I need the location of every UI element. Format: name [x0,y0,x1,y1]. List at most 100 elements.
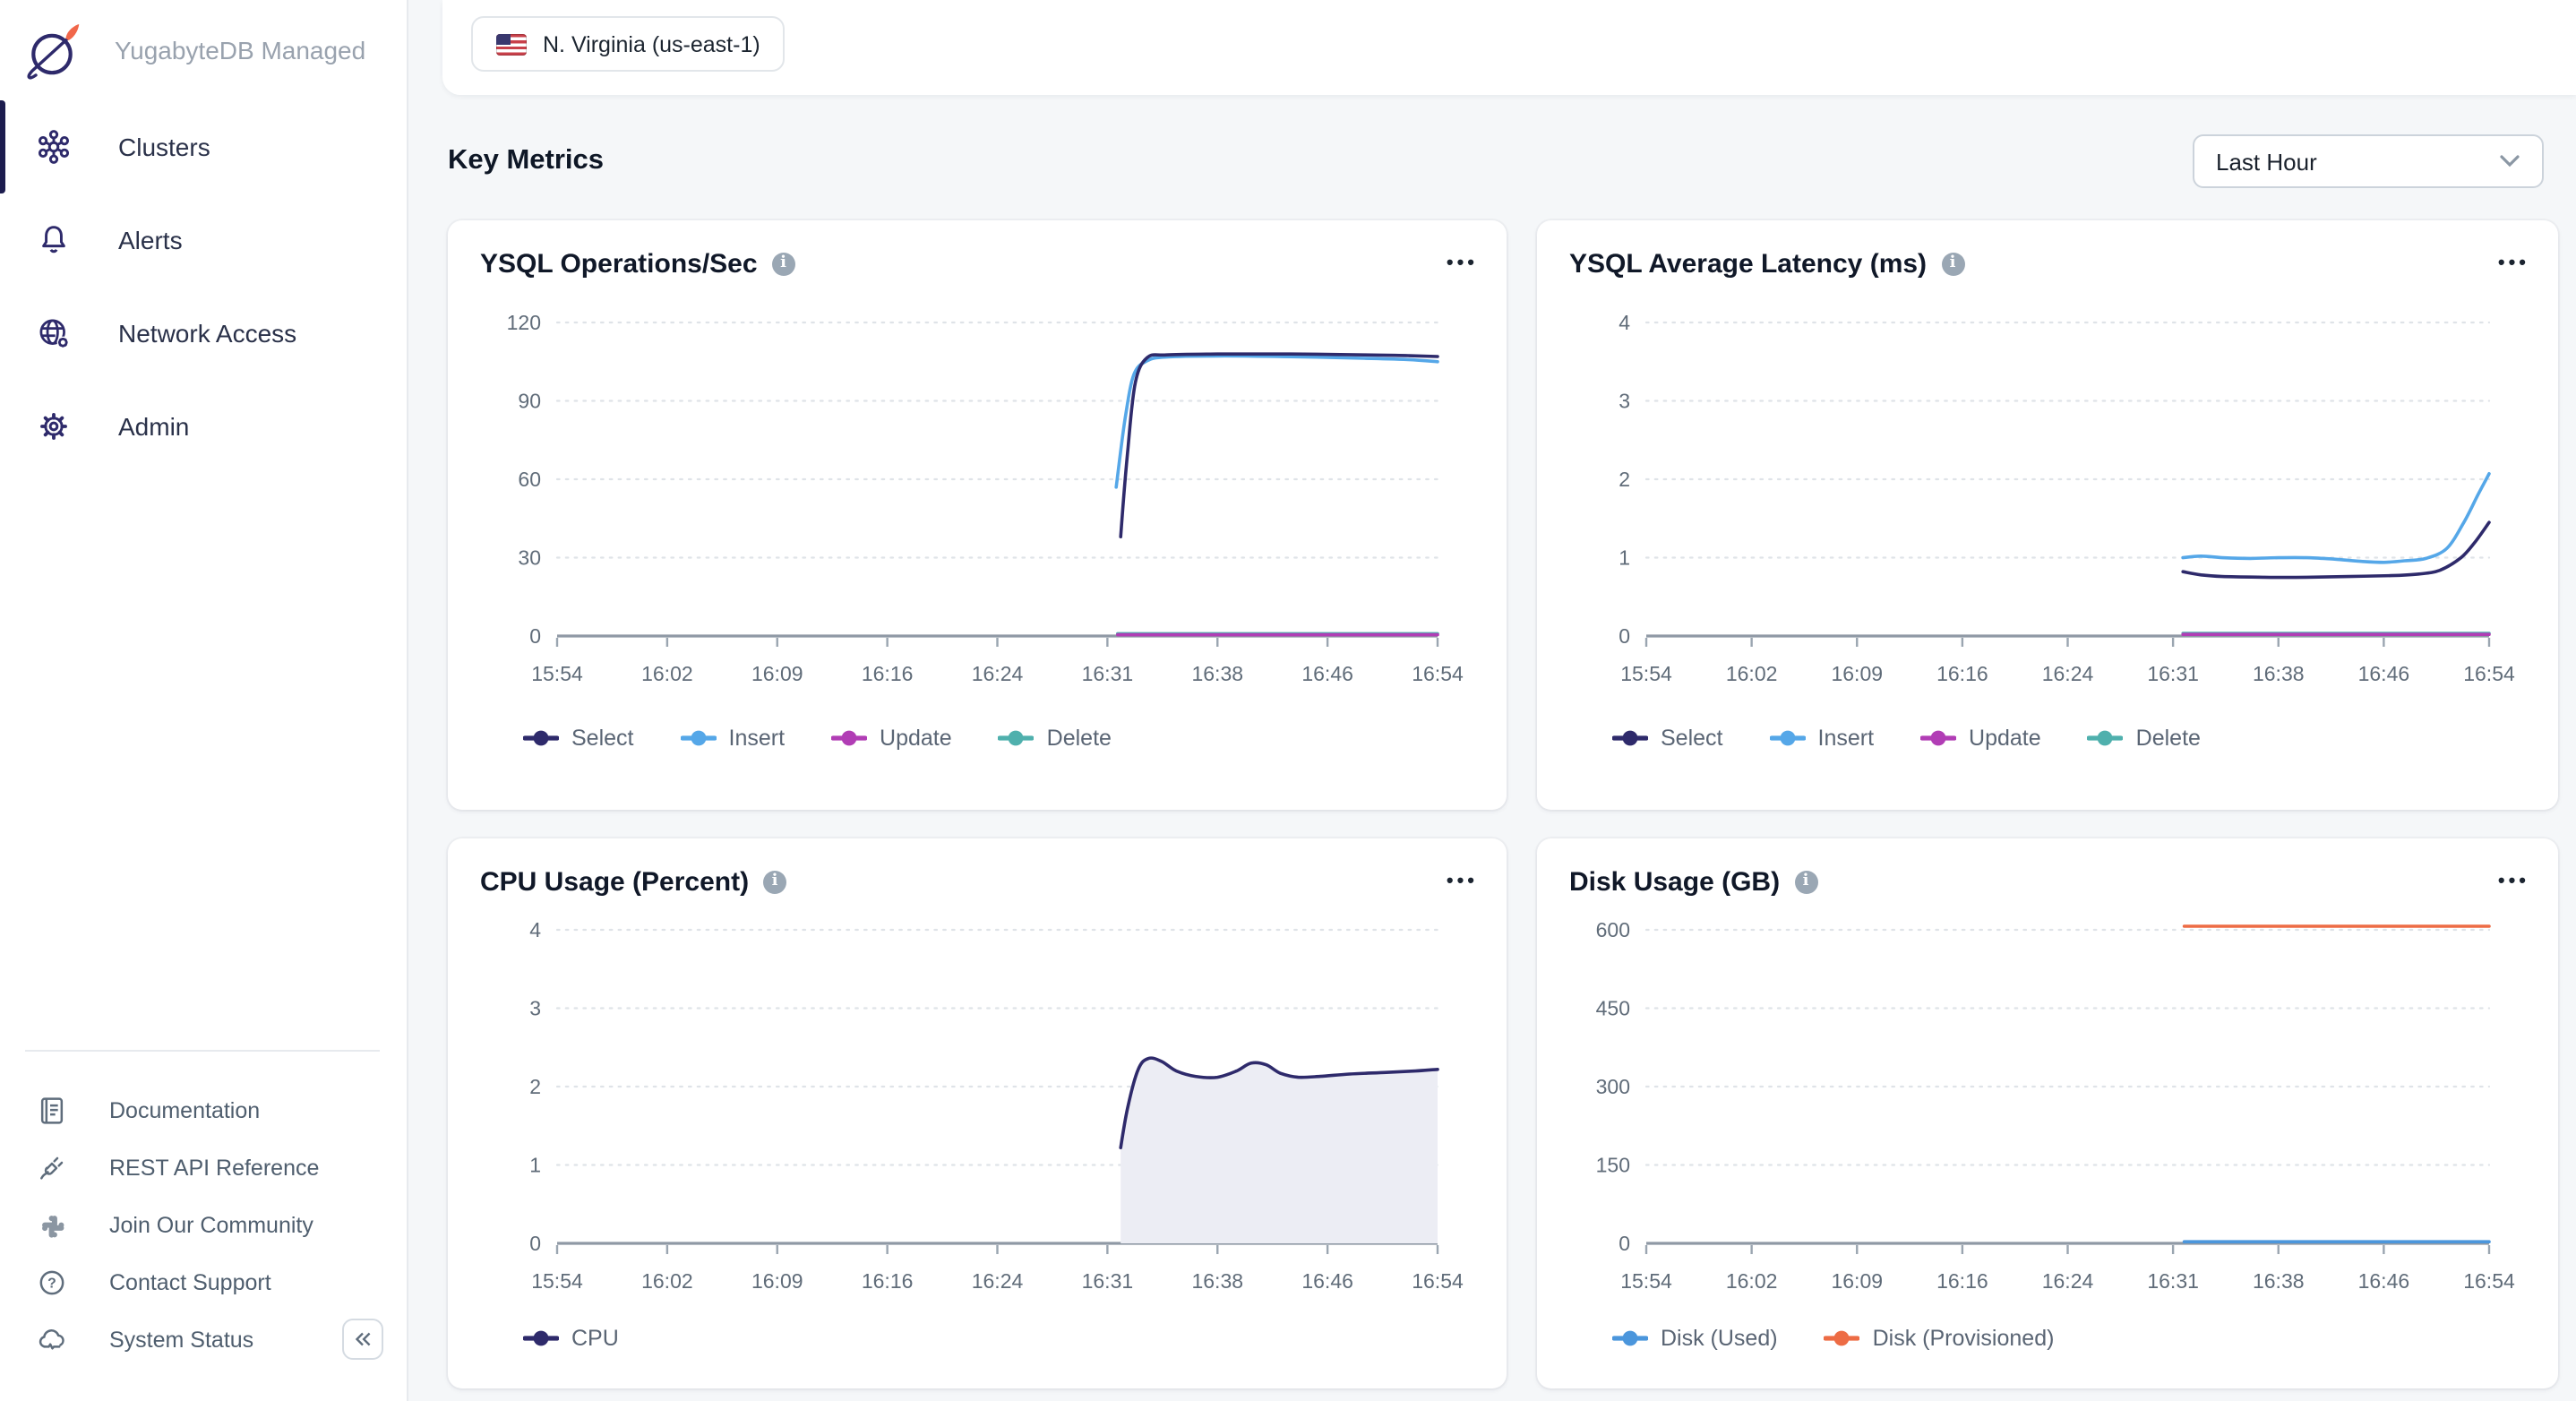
legend-item[interactable]: Select [1612,726,1723,751]
chart-canvas: 0123415:5416:0216:0916:1616:2416:3116:38… [1537,220,2558,810]
legend-item[interactable]: Delete [2088,726,2201,751]
legend-item[interactable]: CPU [523,1326,619,1351]
legend-label: Insert [729,726,786,751]
info-icon[interactable] [763,870,786,893]
legend-marker-icon [523,729,559,747]
svg-text:1: 1 [1619,546,1630,570]
svg-text:90: 90 [518,390,541,413]
svg-text:600: 600 [1596,918,1630,941]
svg-text:30: 30 [518,546,541,570]
svg-text:16:54: 16:54 [2463,1269,2515,1293]
sidebar-item-label: Admin [118,412,189,441]
svg-text:150: 150 [1596,1154,1630,1177]
svg-text:16:38: 16:38 [2253,662,2305,685]
legend-label: Update [1969,726,2041,751]
sidebar-link-label: Join Our Community [109,1213,313,1238]
legend-item[interactable]: Update [831,726,952,751]
info-icon[interactable] [1941,252,1964,275]
svg-text:16:46: 16:46 [2358,1269,2410,1293]
ellipsis-menu-icon[interactable] [2498,872,2529,890]
legend-item[interactable]: Insert [1770,726,1875,751]
svg-text:16:38: 16:38 [1191,662,1243,685]
help-icon: ? [34,1265,70,1301]
us-flag-icon [496,33,527,55]
svg-text:16:38: 16:38 [1191,1269,1243,1293]
chart-canvas: 0123415:5416:0216:0916:1616:2416:3116:38… [448,838,1507,1388]
svg-text:2: 2 [529,1075,541,1098]
metric-card-ysql-latency: 0123415:5416:0216:0916:1616:2416:3116:38… [1537,220,2558,810]
chart-legend: CPU [523,1326,619,1351]
svg-text:16:02: 16:02 [641,1269,693,1293]
active-indicator [0,100,5,193]
cloud-status-icon [34,1322,70,1358]
svg-text:16:24: 16:24 [972,662,1024,685]
svg-text:0: 0 [1619,624,1630,648]
svg-text:3: 3 [1619,390,1630,413]
legend-item[interactable]: Delete [999,726,1112,751]
svg-text:16:31: 16:31 [2147,662,2199,685]
legend-label: Disk (Used) [1661,1326,1778,1351]
svg-text:16:24: 16:24 [2042,662,2094,685]
chart-legend: Select Insert Update Delete [1612,726,2201,751]
bell-icon [34,220,73,260]
svg-text:4: 4 [1619,311,1630,334]
section-title: Key Metrics [448,145,604,177]
sidebar-link-rest-api[interactable]: REST API Reference [0,1139,408,1197]
card-header: YSQL Operations/Sec [480,244,1478,283]
svg-text:16:54: 16:54 [1412,662,1464,685]
clusters-icon [34,127,73,167]
brand[interactable]: YugabyteDB Managed [0,0,408,100]
ellipsis-menu-icon[interactable] [2498,254,2529,272]
sidebar-item-alerts[interactable]: Alerts [0,193,408,287]
chart-legend: Select Insert Update Delete [523,726,1112,751]
legend-item[interactable]: Insert [681,726,786,751]
svg-text:300: 300 [1596,1075,1630,1098]
legend-item[interactable]: Disk (Used) [1612,1326,1778,1351]
svg-text:16:31: 16:31 [2147,1269,2199,1293]
legend-item[interactable]: Disk (Provisioned) [1825,1326,2055,1351]
time-range-value: Last Hour [2216,148,2317,175]
svg-text:16:09: 16:09 [751,1269,803,1293]
legend-item[interactable]: Update [1920,726,2041,751]
svg-text:0: 0 [1619,1232,1630,1255]
sidebar-collapse-button[interactable] [342,1319,383,1360]
ellipsis-menu-icon[interactable] [1447,254,1478,272]
top-bar: N. Virginia (us-east-1) [442,0,2576,95]
chevron-double-left-icon [351,1328,374,1351]
svg-text:60: 60 [518,468,541,491]
sidebar-item-admin[interactable]: Admin [0,380,408,473]
legend-marker-icon [1612,1329,1648,1347]
document-icon [34,1093,70,1129]
svg-text:16:46: 16:46 [2358,662,2410,685]
legend-label: Delete [1047,726,1112,751]
svg-text:16:46: 16:46 [1301,1269,1353,1293]
region-chip[interactable]: N. Virginia (us-east-1) [471,16,786,72]
time-range-select[interactable]: Last Hour [2193,134,2544,188]
ellipsis-menu-icon[interactable] [1447,872,1478,890]
sidebar-item-network-access[interactable]: Network Access [0,287,408,380]
svg-text:16:02: 16:02 [641,662,693,685]
metric-card-cpu-usage: 0123415:5416:0216:0916:1616:2416:3116:38… [448,838,1507,1388]
sidebar-link-label: Contact Support [109,1270,271,1295]
svg-text:0: 0 [529,1232,541,1255]
legend-item[interactable]: Select [523,726,634,751]
sidebar-item-label: Alerts [118,226,183,254]
info-icon[interactable] [772,252,795,275]
sidebar-link-contact-support[interactable]: ? Contact Support [0,1254,408,1311]
legend-marker-icon [1825,1329,1860,1347]
sidebar-item-label: Clusters [118,133,210,161]
info-icon[interactable] [1794,870,1817,893]
svg-text:16:02: 16:02 [1726,662,1778,685]
sidebar-item-clusters[interactable]: Clusters [0,100,408,193]
svg-text:16:46: 16:46 [1301,662,1353,685]
svg-text:16:31: 16:31 [1082,662,1134,685]
svg-text:16:54: 16:54 [1412,1269,1464,1293]
card-title: YSQL Operations/Sec [480,248,758,279]
svg-text:4: 4 [529,918,541,941]
brand-name: YugabyteDB Managed [115,36,365,64]
svg-text:15:54: 15:54 [1620,1269,1672,1293]
chart-legend: Disk (Used) Disk (Provisioned) [1612,1326,2054,1351]
metric-card-ysql-operations: 030609012015:5416:0216:0916:1616:2416:31… [448,220,1507,810]
sidebar-link-documentation[interactable]: Documentation [0,1082,408,1139]
sidebar-link-community[interactable]: Join Our Community [0,1197,408,1254]
